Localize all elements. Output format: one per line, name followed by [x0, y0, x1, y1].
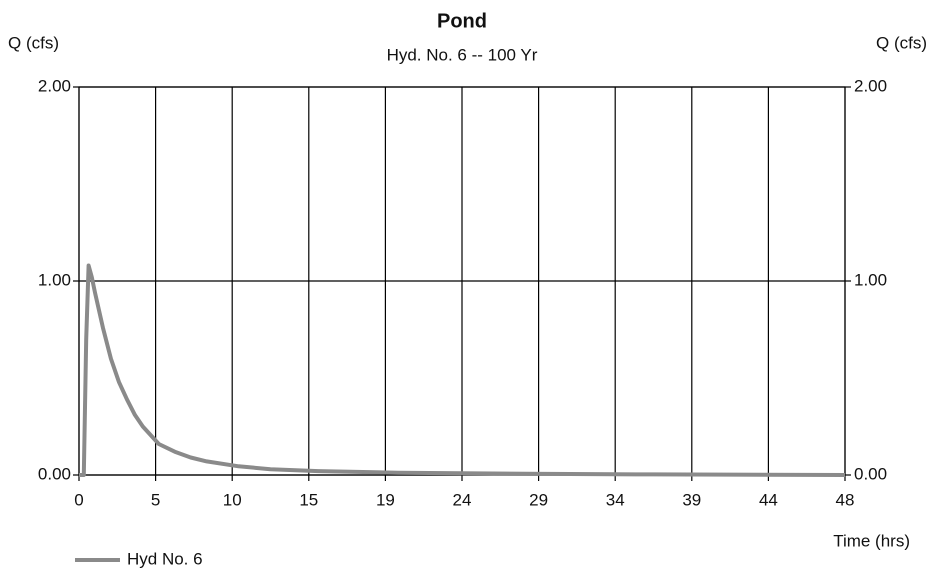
series-line	[79, 263, 846, 477]
x-tick-label: 0	[74, 490, 83, 509]
x-tick-label: 19	[376, 490, 395, 509]
x-tick-label: 24	[453, 490, 472, 509]
x-tick-label: 34	[606, 490, 625, 509]
x-tick-label: 39	[682, 490, 701, 509]
y2-axis-label: Q (cfs)	[876, 33, 927, 52]
x-tick-label: 29	[529, 490, 548, 509]
x-tick-label: 44	[759, 490, 778, 509]
y-tick-label: 1.00	[38, 270, 71, 289]
y2-tick-label: 1.00	[854, 270, 887, 289]
chart-title: Pond	[437, 10, 487, 32]
chart-subtitle: Hyd. No. 6 -- 100 Yr	[387, 45, 538, 64]
x-tick-label: 5	[151, 490, 160, 509]
x-tick-label: 10	[223, 490, 242, 509]
x-axis-label: Time (hrs)	[833, 531, 910, 550]
x-tick-label: 48	[836, 490, 855, 509]
legend-label: Hyd No. 6	[127, 549, 203, 568]
y-axis-label: Q (cfs)	[8, 33, 59, 52]
y2-tick-label: 0.00	[854, 464, 887, 483]
y-tick-label: 2.00	[38, 76, 71, 95]
x-tick-label: 15	[299, 490, 318, 509]
y2-tick-label: 2.00	[854, 76, 887, 95]
y-tick-label: 0.00	[38, 464, 71, 483]
